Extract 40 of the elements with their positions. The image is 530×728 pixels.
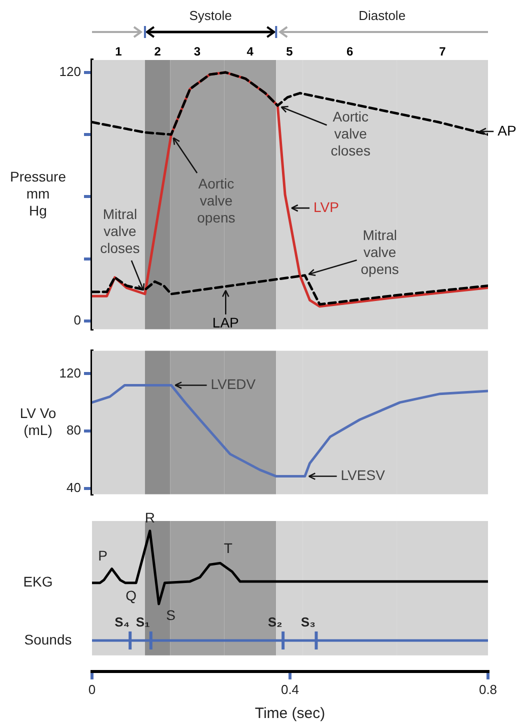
- x-tick-label: 0: [88, 682, 96, 697]
- y-tick-label: 120: [59, 64, 81, 80]
- y-tick-label: 0: [74, 312, 81, 328]
- y-tick-label: 80: [66, 422, 81, 438]
- band-label: 6: [346, 44, 354, 58]
- x-axis-title: Time (sec): [254, 705, 326, 722]
- annotation: LVESV: [340, 467, 386, 484]
- ref-line-label: S₃: [300, 614, 316, 630]
- annotation: Aortic valve opens: [197, 175, 236, 226]
- annotation: R: [144, 510, 155, 526]
- annotation: LVEDV: [210, 376, 256, 392]
- band-label: 2: [154, 44, 162, 58]
- text: Sounds: [24, 631, 72, 648]
- y-axis-title: EKG: [23, 574, 53, 590]
- annotation: Mitral valve closes: [100, 206, 140, 256]
- band-label: 3: [194, 44, 201, 58]
- series-label: LVP: [314, 198, 339, 215]
- y-axis-title: Pressure mm Hg: [10, 168, 66, 218]
- annotation: Q: [126, 588, 137, 604]
- series-label: LAP: [212, 314, 239, 330]
- x-tick-label: 0.4: [280, 682, 300, 697]
- annotation: P: [98, 548, 108, 564]
- annotation: Aortic valve closes: [330, 108, 370, 158]
- y-tick-label: 40: [66, 480, 81, 496]
- ref-line-label: S₄: [114, 614, 130, 630]
- band-label: 1: [115, 44, 122, 58]
- text: Systole: [188, 8, 233, 23]
- y-tick-label: 120: [59, 365, 81, 380]
- ref-line-label: S₂: [268, 614, 283, 630]
- series-label: AP: [498, 122, 516, 138]
- x-tick-label: 0.8: [478, 682, 498, 697]
- band-label: 5: [286, 44, 294, 58]
- annotation: T: [224, 540, 233, 556]
- annotation: S: [166, 606, 176, 623]
- band-label: 7: [439, 44, 446, 58]
- ref-line-label: S₁: [136, 614, 150, 630]
- y-axis-title: LV Vo (mL): [20, 404, 56, 438]
- annotation: Mitral valve opens: [360, 227, 399, 278]
- text: Diastole: [358, 8, 407, 23]
- band-label: 4: [246, 44, 254, 58]
